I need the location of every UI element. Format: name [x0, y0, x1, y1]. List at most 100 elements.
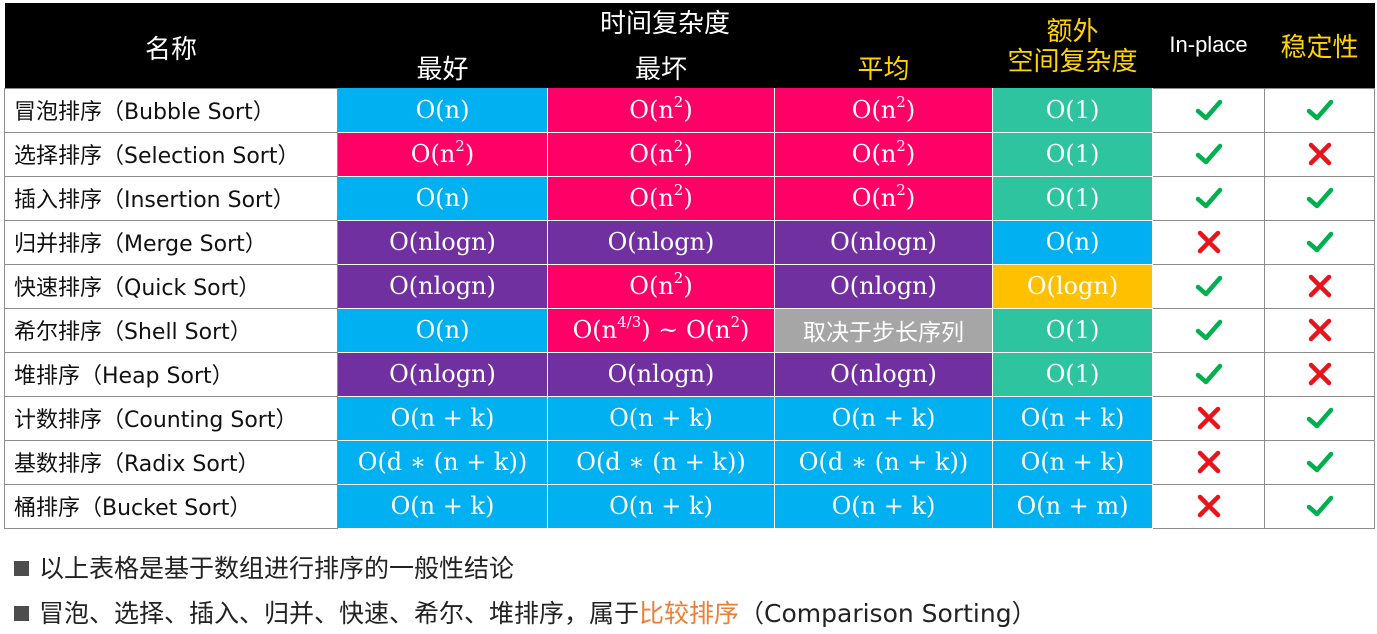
complexity-part: O(n: [851, 184, 897, 212]
in-place-cell: [1152, 395, 1266, 441]
complexity-part: O(n + k: [831, 492, 927, 520]
complexity-part: O(n: [410, 140, 456, 168]
cross-icon: [1197, 450, 1220, 474]
complexity-part: O(d ∗ (n + k): [576, 448, 737, 476]
cross-icon: [1308, 142, 1331, 166]
complexity-part: O(nlogn: [389, 272, 487, 300]
complexity-part: ): [705, 360, 715, 388]
table-body: 冒泡排序（Bubble Sort） O(n) O(n2) O(n2) O(1) 选择排序（…: [4, 87, 1376, 529]
best-case-cell: O(nlogn): [337, 220, 548, 265]
complexity-part: O(nlogn: [830, 228, 928, 256]
cross-icon: [1308, 362, 1331, 386]
note-2-highlight: 比较排序: [639, 599, 740, 628]
complexity-text: O(n + k): [1020, 448, 1125, 476]
note-2-suffix: （Comparison Sorting）: [739, 599, 1037, 628]
space-complexity-cell: O(n + k): [992, 396, 1154, 441]
complexity-part: ): [905, 184, 916, 212]
header-best: 最好: [337, 46, 548, 88]
complexity-part: O(n: [629, 184, 674, 212]
complexity-part: ): [683, 184, 693, 212]
complexity-part: ): [926, 492, 936, 520]
square-bullet-icon: [14, 605, 29, 621]
complexity-text: O(1): [1045, 316, 1100, 344]
space-complexity-cell: O(n): [992, 220, 1154, 265]
best-case-cell: O(n + k): [337, 396, 548, 441]
table-row: 归并排序（Merge Sort） O(nlogn) O(nlogn) O(nlogn)…: [4, 219, 1376, 265]
space-complexity-cell: O(n + k): [992, 440, 1154, 485]
in-place-cell: [1152, 131, 1266, 177]
sorting-complexity-table: 名称 时间复杂度 额外 空间复杂度 In-place 稳定性 最好 最坏 平均 …: [4, 3, 1376, 529]
stable-cell: [1264, 219, 1376, 265]
space-complexity-cell: O(1): [992, 308, 1154, 353]
complexity-part: ): [736, 448, 746, 476]
check-icon: [1195, 187, 1222, 209]
check-icon: [1306, 99, 1333, 121]
stable-cell: [1264, 351, 1376, 397]
exponent: 2: [673, 137, 684, 155]
table-row: 冒泡排序（Bubble Sort） O(n) O(n2) O(n2) O(1): [4, 87, 1376, 133]
cross-icon: [1197, 230, 1220, 254]
complexity-part: O(nlogn: [607, 360, 706, 388]
check-icon: [1195, 319, 1222, 341]
complexity-part: O(n: [572, 316, 618, 344]
cross-icon: [1197, 494, 1220, 518]
table-row: 插入排序（Insertion Sort） O(n) O(n2) O(n2) O(1): [4, 175, 1376, 221]
check-icon: [1306, 231, 1333, 253]
algorithm-name: 选择排序（Selection Sort）: [4, 131, 338, 177]
complexity-part: ): [460, 184, 470, 212]
best-case-cell: O(n): [337, 88, 548, 133]
complexity-part: ): [703, 404, 713, 432]
complexity-part: O(nlogn: [389, 228, 487, 256]
worst-case-cell: O(n + k): [547, 396, 775, 441]
complexity-part: O(n: [629, 95, 674, 124]
header-extra-space: 额外 空间复杂度: [992, 3, 1153, 88]
complexity-part: ): [905, 140, 916, 168]
algorithm-name: 计数排序（Counting Sort）: [4, 395, 338, 441]
average-case-cell: 取决于步长序列: [774, 308, 994, 353]
complexity-text: O(1): [1045, 360, 1100, 388]
space-complexity-cell: O(1): [992, 132, 1154, 177]
cross-icon: [1308, 274, 1331, 298]
complexity-part: ): [905, 95, 916, 124]
best-case-cell: O(n): [337, 308, 548, 353]
exponent: 2: [896, 137, 906, 155]
complexity-part: ): [486, 360, 496, 388]
algorithm-name: 插入排序（Insertion Sort）: [4, 175, 338, 221]
complexity-part: O(n + k: [609, 404, 704, 432]
space-complexity-cell: O(n + m): [992, 484, 1154, 529]
complexity-part: ): [464, 140, 475, 168]
in-place-cell: [1152, 483, 1266, 529]
complexity-part: O(n + k: [609, 492, 704, 520]
average-case-cell: O(n2): [774, 132, 994, 177]
space-complexity-cell: O(logn): [992, 264, 1154, 309]
exponent: 4/3: [617, 313, 642, 331]
complexity-part: O(d ∗ (n + k): [357, 448, 518, 476]
header-extra-space-line1: 额外: [1046, 15, 1099, 46]
complexity-part: O(n: [851, 95, 897, 124]
complexity-text: O(1): [1045, 184, 1100, 212]
exponent: 2: [673, 269, 684, 287]
cross-icon: [1197, 406, 1220, 430]
exponent: 2: [673, 92, 684, 111]
table-row: 希尔排序（Shell Sort） O(n) O(n4/3) ~ O(n2) 取决于步长…: [4, 307, 1376, 353]
complexity-part: ): [517, 448, 528, 476]
header-stable: 稳定性: [1264, 3, 1375, 88]
complexity-part: O(n: [415, 316, 461, 344]
complexity-part: O(d ∗ (n + k): [798, 448, 959, 476]
worst-case-cell: O(n2): [547, 264, 775, 309]
stable-cell: [1264, 175, 1376, 221]
average-case-cell: O(nlogn): [774, 220, 994, 265]
exponent: 2: [673, 181, 684, 199]
stable-cell: [1264, 439, 1376, 485]
complexity-part: O(n + k: [390, 492, 486, 520]
check-icon: [1195, 143, 1222, 165]
algorithm-name: 冒泡排序（Bubble Sort）: [4, 87, 338, 133]
exponent: 2: [730, 313, 741, 331]
complexity-part: O(n + k: [831, 404, 927, 432]
in-place-cell: [1152, 439, 1266, 485]
complexity-part: O(n + k: [390, 404, 486, 432]
algorithm-name: 桶排序（Bucket Sort）: [4, 483, 338, 529]
complexity-text: O(1): [1045, 140, 1100, 168]
in-place-cell: [1152, 175, 1266, 221]
worst-case-cell: O(nlogn): [547, 352, 775, 397]
